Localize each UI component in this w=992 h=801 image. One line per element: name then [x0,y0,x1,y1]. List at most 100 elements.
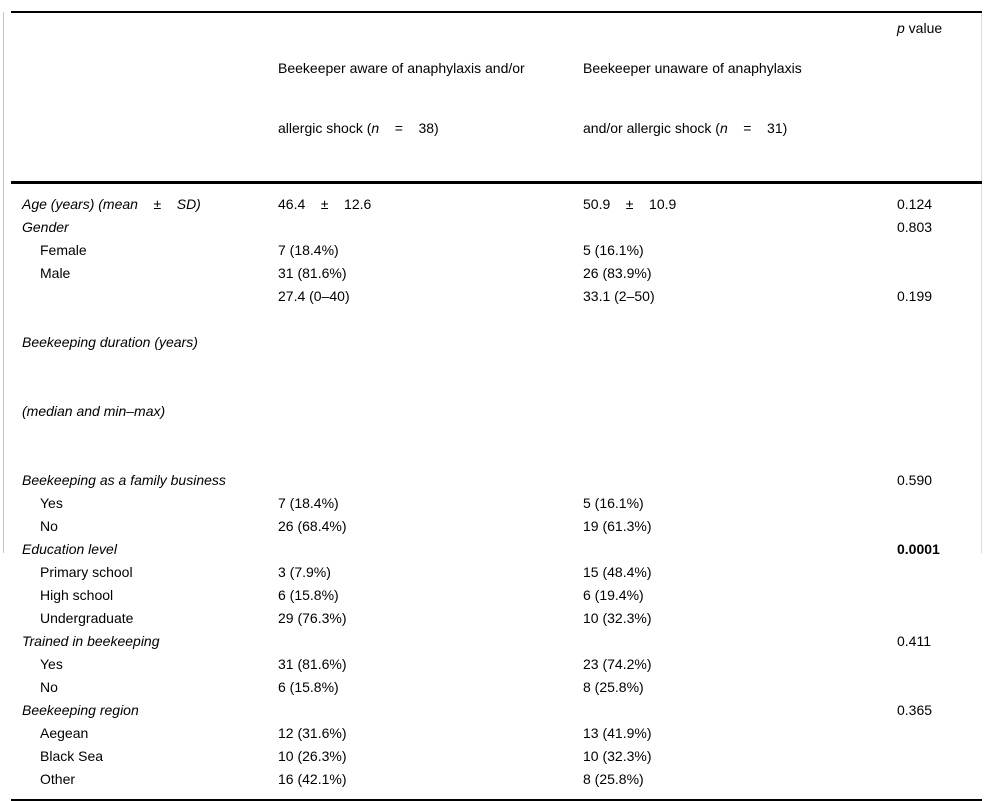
row-label: Trained in beekeeping [22,633,160,649]
row-label: Black Sea [40,748,104,764]
cell-unaware: 10 (32.3%) [583,748,652,764]
cell-unaware: 10 (32.3%) [583,610,652,626]
row-label: No [40,518,58,534]
cell-aware [278,699,583,722]
cell-unaware: 23 (74.2%) [583,656,652,672]
cell-unaware: 19 (61.3%) [583,518,652,534]
cell-aware [278,216,583,239]
column-header-unaware-line2: and/or allergic shock (n = 31) [583,120,788,136]
cell-unaware: 8 (25.8%) [583,771,644,787]
row-label: High school [40,587,114,603]
cell-unaware: 13 (41.9%) [583,725,652,741]
table-row-duration: Beekeeping duration (years) (median and … [11,285,982,469]
cell-aware: 10 (26.3%) [278,748,347,764]
cell-aware: 46.4 ± 12.6 [278,196,372,212]
cell-pvalue: 0.0001 [897,541,940,557]
cell-unaware: 6 (19.4%) [583,587,644,603]
p-symbol: p [897,20,905,36]
row-label: Beekeeping region [22,702,139,718]
row-label: Male [40,265,71,281]
cell-unaware: 5 (16.1%) [583,495,644,511]
cell-unaware [583,469,897,492]
cell-unaware: 8 (25.8%) [583,679,644,695]
cell-aware: 7 (18.4%) [278,495,339,511]
cell-pvalue [897,561,982,584]
row-label: Other [40,771,76,787]
cell-pvalue [897,745,982,768]
cell-aware: 16 (42.1%) [278,771,347,787]
cell-aware: 6 (15.8%) [278,679,339,695]
column-header-aware-line1: Beekeeper aware of anaphylaxis and/or [278,60,525,76]
cell-unaware: 26 (83.9%) [583,265,652,281]
cell-pvalue [897,722,982,745]
cell-unaware: 5 (16.1%) [583,242,644,258]
table-row-gender-male: Male 31 (81.6%) 26 (83.9%) [11,262,982,285]
row-label: Beekeeping as a family business [22,472,226,488]
table-row-family-no: No 26 (68.4%) 19 (61.3%) [11,515,982,538]
row-label: Gender [22,219,69,235]
cell-pvalue [897,584,982,607]
cell-unaware [583,630,897,653]
row-label: Primary school [40,564,133,580]
cell-pvalue [897,262,982,285]
table-row-region: Beekeeping region 0.365 [11,699,982,722]
cell-pvalue [897,515,982,538]
row-label: Age (years) (mean ± SD) [22,196,201,212]
column-header-unaware: Beekeeper unaware of anaphylaxis and/or … [583,12,897,184]
table-row-education-primary: Primary school 3 (7.9%) 15 (48.4%) [11,561,982,584]
header-empty-cell [11,12,278,184]
row-label: Yes [40,495,63,511]
cell-pvalue: 0.365 [897,702,933,718]
cell-unaware: 50.9 ± 10.9 [583,196,677,212]
cell-unaware: 33.1 (2–50) [583,288,655,304]
cell-unaware [583,699,897,722]
cell-pvalue: 0.124 [897,196,933,212]
n-symbol: n [719,120,728,136]
table-row-gender-female: Female 7 (18.4%) 5 (16.1%) [11,239,982,262]
n-symbol: n [371,120,380,136]
cell-pvalue [897,653,982,676]
cell-aware: 3 (7.9%) [278,564,331,580]
cell-pvalue [897,676,982,699]
cell-pvalue: 0.199 [897,288,933,304]
table-row-age: Age (years) (mean ± SD) 46.4 ± 12.6 50.9… [11,183,982,217]
row-label: No [40,679,58,695]
column-header-aware-line2: allergic shock (n = 38) [278,120,439,136]
table-row-family-business: Beekeeping as a family business 0.590 [11,469,982,492]
table-row-education-undergraduate: Undergraduate 29 (76.3%) 10 (32.3%) [11,607,982,630]
cell-aware: 6 (15.8%) [278,587,339,603]
cell-aware: 26 (68.4%) [278,518,347,534]
cell-pvalue [897,607,982,630]
cell-aware: 27.4 (0–40) [278,288,350,304]
table-row-trained-yes: Yes 31 (81.6%) 23 (74.2%) [11,653,982,676]
row-label: Female [40,242,87,258]
cell-unaware: 15 (48.4%) [583,564,652,580]
table-row-education: Education level 0.0001 [11,538,982,561]
row-label: Undergraduate [40,610,134,626]
cell-pvalue: 0.803 [897,219,933,235]
table-header-row: Beekeeper aware of anaphylaxis and/or al… [11,12,982,184]
page-frame-left-line [3,12,4,553]
cell-unaware [583,216,897,239]
cell-pvalue: 0.590 [897,472,933,488]
table-row-region-other: Other 16 (42.1%) 8 (25.8%) [11,768,982,800]
table-row-trained: Trained in beekeeping 0.411 [11,630,982,653]
table-row-region-blacksea: Black Sea 10 (26.3%) 10 (32.3%) [11,745,982,768]
page-frame-right-line [981,12,982,553]
table-row-gender: Gender 0.803 [11,216,982,239]
cell-aware [278,538,583,561]
row-label: Beekeeping duration (years) (median and … [22,334,198,419]
cell-pvalue [897,492,982,515]
column-header-aware: Beekeeper aware of anaphylaxis and/or al… [278,12,583,184]
cell-pvalue: 0.411 [897,633,931,649]
cell-aware: 31 (81.6%) [278,656,347,672]
cell-unaware [583,538,897,561]
cell-aware [278,469,583,492]
column-header-pvalue: p value [897,12,982,184]
row-label: Aegean [40,725,89,741]
cell-pvalue [897,239,982,262]
cell-pvalue [897,768,982,800]
row-label: Yes [40,656,63,672]
cell-aware: 12 (31.6%) [278,725,347,741]
cell-aware: 7 (18.4%) [278,242,339,258]
